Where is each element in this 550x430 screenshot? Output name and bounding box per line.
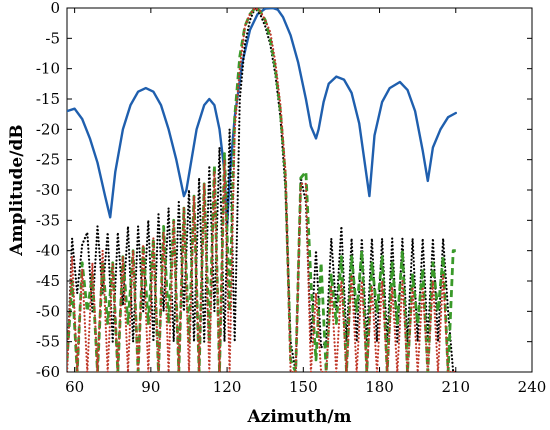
x-tick-label: 90 bbox=[141, 378, 160, 396]
x-axis: 60 90 120 150 180 210 240 bbox=[65, 8, 546, 396]
plot-area bbox=[66, 7, 533, 373]
y-tick-label: -20 bbox=[36, 120, 60, 138]
series-line-4 bbox=[67, 8, 457, 372]
x-tick-label: 240 bbox=[518, 378, 547, 396]
y-tick-label: -10 bbox=[36, 60, 60, 78]
x-axis-title: Azimuth/m bbox=[246, 407, 351, 427]
y-tick-label: -60 bbox=[36, 363, 60, 381]
y-axis-title: Amplitude/dB bbox=[7, 124, 27, 256]
y-tick-label: -40 bbox=[36, 242, 60, 260]
series-line-2 bbox=[67, 8, 457, 372]
y-tick-label: -45 bbox=[36, 272, 60, 290]
x-tick-label: 180 bbox=[365, 378, 394, 396]
y-tick-label: -50 bbox=[36, 302, 60, 320]
y-tick-label: -15 bbox=[36, 90, 60, 108]
y-tick-label: -30 bbox=[36, 181, 60, 199]
series-line-3 bbox=[67, 8, 456, 372]
y-tick-label: -55 bbox=[36, 333, 60, 351]
y-tick-label: -25 bbox=[36, 151, 60, 169]
x-tick-label: 210 bbox=[441, 378, 470, 396]
y-tick-label: 0 bbox=[50, 0, 60, 17]
series-line-1 bbox=[67, 8, 457, 228]
series-layer bbox=[67, 8, 457, 372]
y-tick-label: -35 bbox=[36, 211, 60, 229]
x-tick-label: 60 bbox=[65, 378, 84, 396]
y-tick-label: -5 bbox=[45, 29, 60, 47]
y-axis: 0 -5 -10 -15 -20 -25 -30 -35 -40 -45 -50 -55 -60 bbox=[36, 0, 532, 381]
x-tick-label: 150 bbox=[289, 378, 318, 396]
x-tick-label: 120 bbox=[213, 378, 242, 396]
